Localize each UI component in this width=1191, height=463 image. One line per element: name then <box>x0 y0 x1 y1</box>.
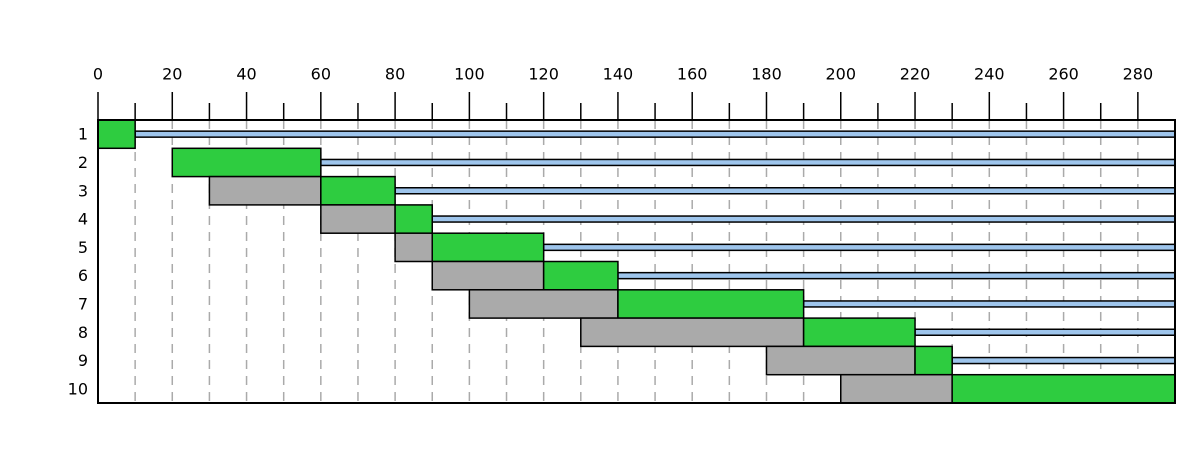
x-tick-label: 0 <box>93 65 103 84</box>
x-tick-label: 40 <box>236 65 256 84</box>
idle-bar <box>617 271 1176 280</box>
row-label: 2 <box>78 153 88 172</box>
x-tick-label: 20 <box>162 65 182 84</box>
x-tick-label: 280 <box>1123 65 1154 84</box>
idle-bar <box>914 328 1176 336</box>
wait-bar <box>394 232 433 263</box>
x-tick-label: 100 <box>454 65 485 84</box>
run-bar <box>617 289 805 319</box>
wait-bar <box>765 345 916 376</box>
x-tick-label: 160 <box>677 65 708 84</box>
x-tick-label: 200 <box>825 65 856 84</box>
run-bar <box>802 317 916 348</box>
row-label: 10 <box>68 379 88 398</box>
x-tick-label: 80 <box>385 65 405 84</box>
x-tick-label: 140 <box>603 65 634 84</box>
run-bar <box>542 260 619 291</box>
row-label: 6 <box>78 266 88 285</box>
run-bar <box>951 373 1176 404</box>
idle-bar <box>134 130 1176 138</box>
idle-bar <box>951 356 1176 365</box>
run-bar <box>171 147 322 178</box>
plot-frame <box>97 119 1176 404</box>
row-label: 4 <box>78 210 88 229</box>
x-tick-label: 180 <box>751 65 782 84</box>
run-bar <box>320 175 396 206</box>
run-bar <box>394 204 433 234</box>
run-bar <box>97 119 136 150</box>
run-bar <box>914 345 953 376</box>
x-tick-label: 120 <box>528 65 559 84</box>
idle-bar <box>320 158 1176 167</box>
x-tick-label: 240 <box>974 65 1005 84</box>
row-label: 1 <box>78 125 88 144</box>
wait-bar <box>468 289 619 319</box>
wait-bar <box>208 175 322 206</box>
row-label: 5 <box>78 238 88 257</box>
x-tick-label: 260 <box>1048 65 1079 84</box>
wait-bar <box>431 260 545 291</box>
idle-bar <box>431 215 1176 223</box>
row-label: 7 <box>78 294 88 313</box>
wait-bar <box>580 317 805 348</box>
idle-bar <box>542 243 1176 252</box>
x-tick-label: 220 <box>900 65 931 84</box>
run-bar <box>431 232 545 263</box>
x-tick-label: 60 <box>311 65 331 84</box>
row-label: 3 <box>78 181 88 200</box>
row-label: 8 <box>78 323 88 342</box>
idle-bar <box>394 187 1176 195</box>
wait-bar <box>320 204 396 234</box>
idle-bar <box>802 300 1176 308</box>
wait-bar <box>840 373 953 404</box>
row-label: 9 <box>78 351 88 370</box>
